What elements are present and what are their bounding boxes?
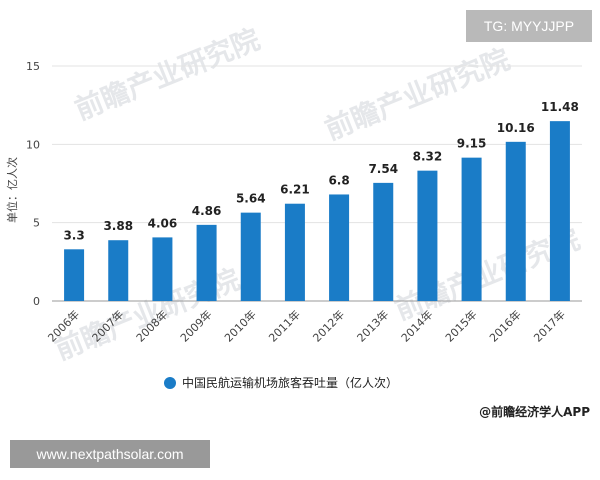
x-tick-label: 2015年 [442, 307, 479, 344]
source-credit: @前瞻经济学人APP [479, 405, 590, 419]
legend: 中国民航运输机场旅客吞吐量（亿人次） [164, 375, 398, 390]
data-label: 10.16 [497, 121, 535, 135]
data-label: 6.8 [328, 173, 349, 187]
bar [549, 121, 570, 301]
bar [152, 237, 173, 301]
bar [284, 203, 305, 301]
x-tick-label: 2016年 [486, 307, 523, 344]
data-label: 7.54 [368, 162, 398, 176]
data-label: 11.48 [541, 100, 579, 114]
bar [329, 194, 350, 301]
y-tick-label: 5 [33, 217, 40, 230]
y-axis-label: 单位：亿人次 [5, 157, 19, 223]
bar [108, 240, 129, 301]
watermark-text: 前瞻产业研究院 [320, 42, 514, 146]
legend-label: 中国民航运输机场旅客吞吐量（亿人次） [182, 375, 398, 390]
x-tick-label: 2010年 [221, 307, 258, 344]
bar [505, 141, 526, 301]
data-label: 4.86 [192, 204, 222, 218]
y-axis-ticks: 0 5 10 15 [26, 60, 40, 308]
bars [64, 121, 570, 301]
data-label: 3.88 [103, 219, 133, 233]
x-tick-label: 2013年 [354, 307, 391, 344]
y-tick-label: 10 [26, 138, 40, 151]
bar [417, 170, 438, 301]
x-tick-label: 2012年 [310, 307, 347, 344]
data-label: 3.3 [63, 228, 84, 242]
data-label: 8.32 [413, 150, 443, 164]
bar [373, 182, 394, 301]
x-tick-label: 2017年 [531, 307, 568, 344]
data-labels: 3.3 3.88 4.06 4.86 5.64 6.21 6.8 7.54 8.32 9.15 10… [63, 100, 578, 242]
gridlines [52, 65, 582, 302]
x-tick-label: 2011年 [266, 307, 303, 344]
data-label: 6.21 [280, 183, 310, 197]
y-tick-label: 0 [33, 295, 40, 308]
watermark-text: 前瞻产业研究院 [70, 22, 264, 126]
watermark-tag: TG: MYYJJPP [466, 10, 592, 42]
data-label: 5.64 [236, 192, 266, 206]
data-label: 4.06 [148, 216, 178, 230]
website-banner: www.nextpathsolar.com [10, 440, 210, 468]
bar [196, 224, 217, 301]
y-tick-label: 15 [26, 60, 40, 73]
data-label: 9.15 [457, 137, 487, 151]
bar [240, 212, 261, 301]
legend-marker [164, 377, 176, 389]
bar [64, 249, 85, 301]
bar [461, 157, 482, 301]
